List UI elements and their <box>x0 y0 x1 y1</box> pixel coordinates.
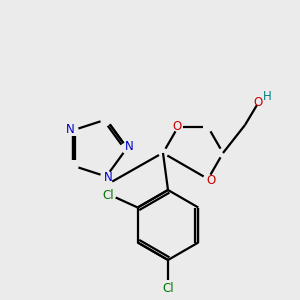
Text: O: O <box>172 119 182 133</box>
Text: H: H <box>262 91 272 103</box>
Text: N: N <box>104 171 112 184</box>
Text: Cl: Cl <box>102 189 113 202</box>
Text: N: N <box>124 140 134 154</box>
Text: O: O <box>254 97 262 110</box>
Text: Cl: Cl <box>162 281 174 295</box>
Text: O: O <box>206 175 216 188</box>
Text: N: N <box>66 123 75 136</box>
